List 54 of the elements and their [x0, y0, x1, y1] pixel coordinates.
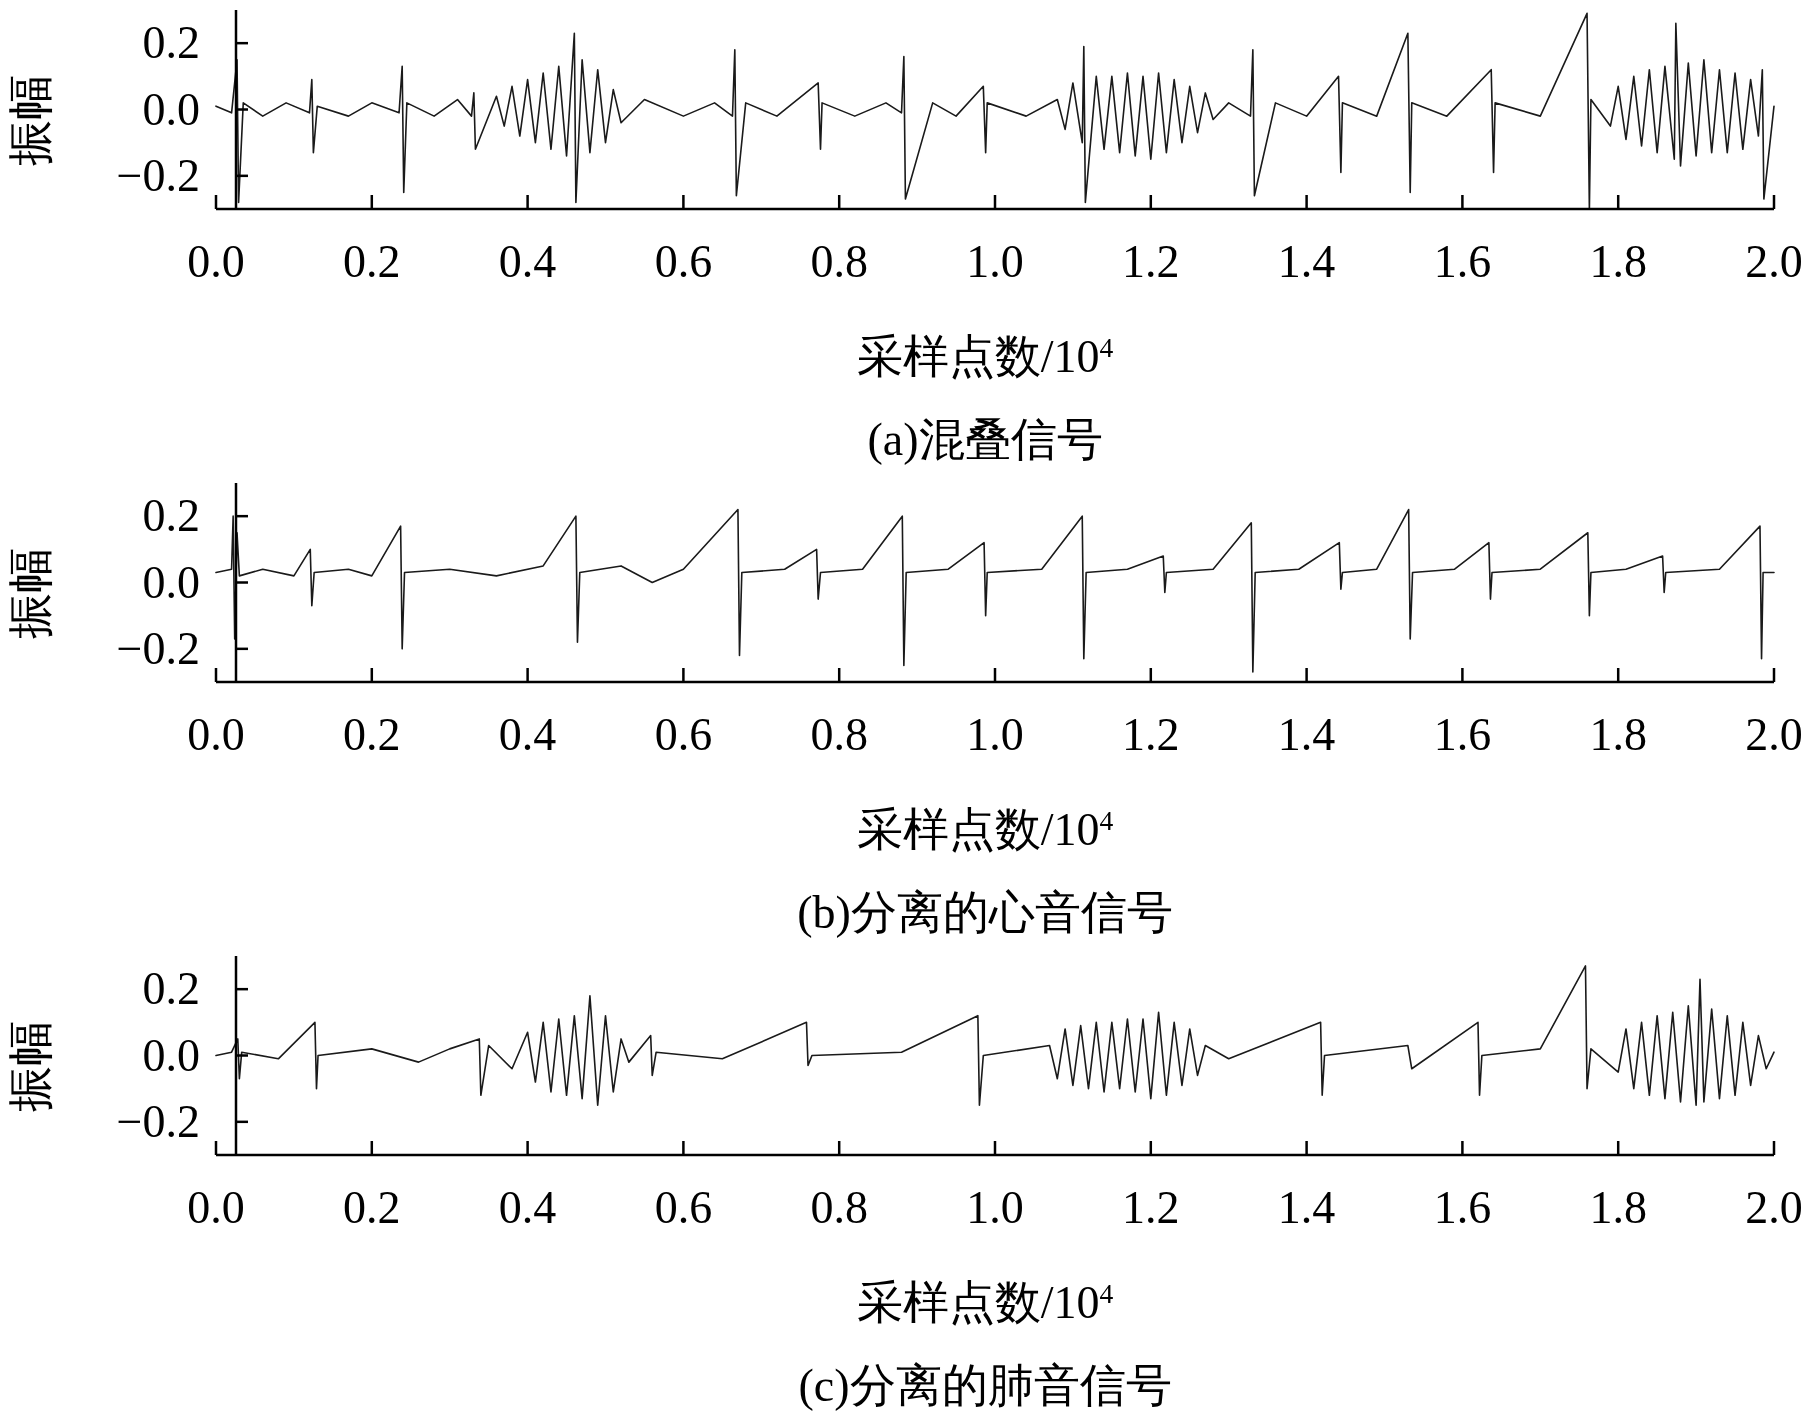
x-tick-label: 0.2 — [343, 236, 401, 287]
y-tick-label: 0.0 — [142, 556, 200, 608]
x-tick-label: 1.2 — [1122, 236, 1180, 287]
y-axis-title: 振幅 — [5, 1019, 56, 1112]
x-tick-label: 2.0 — [1745, 1182, 1803, 1233]
x-tick-label: 1.4 — [1277, 1182, 1336, 1233]
x-tick-label: 0.4 — [498, 236, 557, 287]
y-tick-label: 0.2 — [142, 963, 200, 1015]
y-tick-label: 0.2 — [142, 17, 200, 69]
text: (a)混叠信号 — [867, 414, 1103, 465]
x-tick-label: 0.2 — [343, 1182, 401, 1233]
y-axis-title: 振幅 — [5, 546, 56, 639]
y-tick-label: 0.2 — [142, 490, 200, 542]
x-tick-label: 1.8 — [1589, 1182, 1647, 1233]
x-tick-label: 0.0 — [187, 236, 245, 287]
x-tick-label: 1.0 — [966, 236, 1024, 287]
y-axis-title: 振幅 — [5, 73, 56, 166]
y-tick-label: −0.2 — [116, 149, 200, 201]
y-tick-label: 0.0 — [142, 1029, 200, 1081]
x-axis-title: 采样点数/10$^{4}$ — [856, 804, 1114, 855]
x-tick-label: 1.8 — [1589, 236, 1647, 287]
x-tick-label: 1.6 — [1433, 236, 1492, 287]
x-tick-label: 2.0 — [1745, 709, 1803, 760]
y-tick-label: 0.0 — [142, 83, 200, 135]
x-tick-label: 1.0 — [966, 709, 1024, 760]
x-tick-label: 0.8 — [810, 709, 868, 760]
x-tick-label: 0.4 — [498, 1182, 557, 1233]
y-tick-label: −0.2 — [116, 1095, 200, 1147]
x-tick-label: 1.4 — [1277, 709, 1336, 760]
x-tick-label: 1.6 — [1433, 1182, 1492, 1233]
x-tick-label: 2.0 — [1745, 236, 1803, 287]
x-tick-label: 1.2 — [1122, 1182, 1180, 1233]
x-tick-label: 1.2 — [1122, 709, 1180, 760]
x-tick-label: 0.0 — [187, 1182, 245, 1233]
x-tick-label: 1.0 — [966, 1182, 1024, 1233]
x-tick-label: 0.6 — [654, 1182, 713, 1233]
x-tick-label: 1.4 — [1277, 236, 1336, 287]
x-tick-label: 0.0 — [187, 709, 245, 760]
x-axis-title: 采样点数/10$^{4}$ — [856, 1277, 1114, 1328]
x-tick-label: 0.6 — [654, 709, 713, 760]
x-tick-label: 1.6 — [1433, 709, 1492, 760]
x-tick-label: 0.4 — [498, 709, 557, 760]
line-series — [215, 12, 1775, 210]
line-series — [215, 965, 1775, 1107]
x-tick-label: 0.8 — [810, 1182, 868, 1233]
x-tick-label: 0.8 — [810, 236, 868, 287]
text: (c)分离的肺音信号 — [798, 1360, 1172, 1411]
x-tick-label: 1.8 — [1589, 709, 1647, 760]
text: (b)分离的心音信号 — [797, 887, 1173, 938]
x-tick-label: 0.6 — [654, 236, 713, 287]
x-axis-title: 采样点数/10$^{4}$ — [856, 331, 1114, 382]
line-series — [215, 508, 1775, 673]
x-tick-label: 0.2 — [343, 709, 401, 760]
y-tick-label: −0.2 — [116, 622, 200, 674]
